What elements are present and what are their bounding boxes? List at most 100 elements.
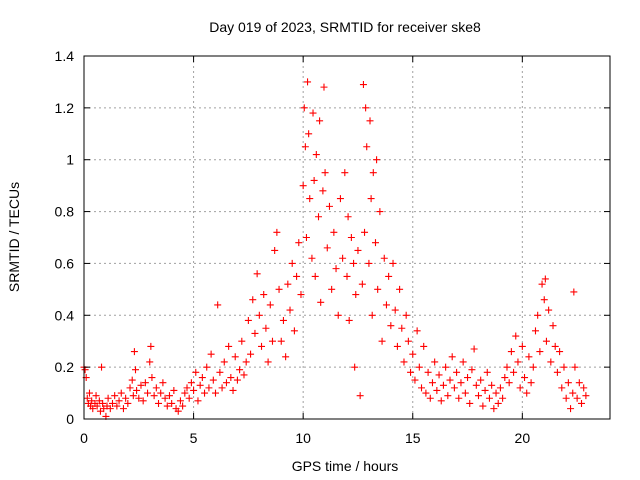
data-point [99,399,107,407]
data-point [558,384,566,392]
data-point [481,386,489,394]
data-point [468,366,476,374]
chart-title: Day 019 of 2023, SRMTID for receiver ske… [209,19,481,35]
data-point [529,363,537,371]
data-point [130,348,138,356]
data-point [244,316,252,324]
data-point [220,358,228,366]
data-point [541,275,549,283]
data-point [137,381,145,389]
data-point [549,322,557,330]
data-point [571,363,579,371]
data-point [187,379,195,387]
data-point [293,272,301,280]
data-point [376,208,384,216]
axis-layer: 0 0.2 0.4 0.6 0.8 1 1.2 1.4 0 5 10 15 20 [55,48,610,446]
data-point [400,358,408,366]
data-point [264,358,272,366]
data-point [196,381,204,389]
data-point [108,399,116,407]
data-point [330,228,338,236]
data-point [494,399,502,407]
data-point [409,350,417,358]
data-point [148,374,156,382]
data-point [470,345,478,353]
data-point [209,376,217,384]
data-point [507,348,515,356]
plot-area-frame [83,55,611,420]
y-tick-label: 0.2 [55,359,75,375]
data-point [413,327,421,335]
data-point [382,301,390,309]
data-point [336,195,344,203]
data-point [305,130,313,138]
y-tick-label: 1 [66,152,74,168]
data-point [341,169,349,177]
data-point [323,244,331,252]
data-point [165,392,173,400]
data-point [420,342,428,350]
data-point [260,291,268,299]
data-point [249,296,257,304]
y-tick-label: 0.6 [55,255,75,271]
data-point [551,342,559,350]
data-point [275,285,283,293]
data-point [339,254,347,262]
data-point [198,374,206,382]
data-point [317,298,325,306]
data-point [404,337,412,345]
x-tick-label: 0 [80,430,88,446]
data-point [141,379,149,387]
data-point [282,353,290,361]
data-point [472,381,480,389]
data-point [428,379,436,387]
data-point [98,363,106,371]
data-point [268,337,276,345]
data-point [218,384,226,392]
data-point [207,350,215,358]
data-point [129,392,137,400]
data-point [111,392,119,400]
data-point [359,81,367,89]
data-point [450,384,458,392]
data-point [225,342,233,350]
data-point [262,324,270,332]
data-point [573,394,581,402]
y-axis-label: SRMTID / TECUs [6,182,22,292]
x-tick-label: 5 [190,430,198,446]
data-point [358,280,366,288]
data-point [466,399,474,407]
data-point [431,358,439,366]
data-point [354,246,362,254]
data-point [302,234,310,241]
data-point [214,301,222,309]
data-point [545,306,553,314]
data-point [310,176,318,184]
data-point [128,376,136,384]
data-point [391,306,399,314]
data-point [564,379,572,387]
data-point [304,78,312,86]
data-point [459,358,467,366]
data-point [582,392,590,400]
data-point [402,311,410,319]
data-point [83,394,91,402]
data-point [570,288,578,296]
data-point [415,363,423,371]
data-point [457,379,465,387]
data-point [183,384,191,392]
data-point [578,399,586,407]
data-point [297,291,305,299]
data-point [161,394,169,402]
data-point [157,389,165,397]
data-point [150,392,158,400]
data-point [255,311,263,319]
data-point [361,228,369,236]
data-point [538,280,546,288]
data-point [295,239,303,247]
data-point [547,358,555,366]
data-point [146,358,154,366]
data-point [505,379,513,387]
data-point [222,379,230,387]
data-point [159,379,167,387]
